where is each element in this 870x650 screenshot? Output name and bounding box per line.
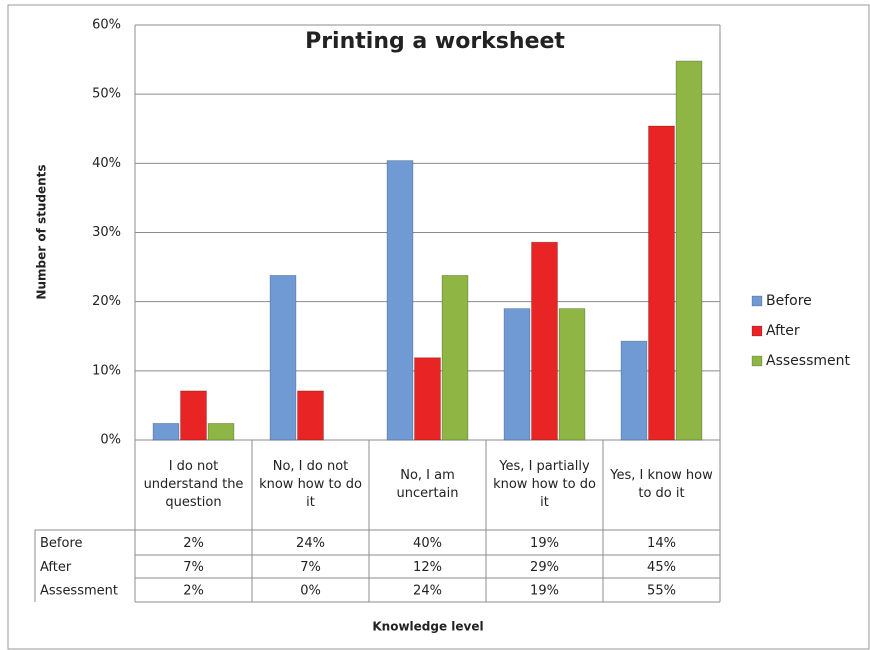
y-tick-label: 10%	[92, 363, 121, 378]
legend-swatch	[751, 355, 763, 367]
y-tick-label: 0%	[100, 433, 121, 448]
table-cell: 12%	[413, 560, 442, 575]
y-tick-label: 20%	[92, 294, 121, 309]
bar	[503, 308, 531, 441]
table-cell: 19%	[530, 536, 559, 551]
table-cell: 45%	[647, 560, 676, 575]
chart-border	[7, 4, 870, 650]
table-cell: 7%	[300, 560, 321, 575]
bar	[531, 241, 558, 441]
bar	[180, 390, 207, 441]
legend-swatch	[751, 295, 763, 307]
table-cell: 19%	[530, 584, 559, 599]
bar	[297, 390, 324, 441]
table-cell: 0%	[300, 584, 321, 599]
table-cell: 55%	[647, 584, 676, 599]
table-cell: 2%	[183, 584, 204, 599]
table-cell: 2%	[183, 536, 204, 551]
x-axis-title: Knowledge level	[372, 620, 483, 634]
y-axis-title: Number of students	[35, 164, 49, 299]
bar	[207, 422, 235, 441]
table-row-label: Before	[40, 536, 83, 551]
bar	[152, 422, 180, 441]
table-cell: 24%	[413, 584, 442, 599]
bar	[648, 125, 675, 441]
x-tick-label: Yes, I know how to do it	[610, 468, 713, 501]
x-tick-label: I do not understand the question	[143, 459, 244, 510]
x-tick-label: No, I do not know how to do it	[259, 459, 362, 510]
bar	[414, 357, 441, 441]
y-tick-label: 40%	[92, 156, 121, 171]
table-row-label: Assessment	[40, 584, 118, 599]
bar	[269, 274, 297, 441]
y-tick-label: 30%	[92, 225, 121, 240]
y-tick-label: 50%	[92, 87, 121, 102]
legend-label: Before	[766, 293, 812, 309]
x-tick-label: Yes, I partially know how to do it	[493, 459, 596, 510]
legend-swatch	[751, 325, 763, 337]
table-cell: 7%	[183, 560, 204, 575]
table-row-label: After	[40, 560, 72, 575]
bar	[675, 60, 703, 441]
bar	[386, 160, 414, 441]
legend-label: Assessment	[766, 353, 850, 369]
x-tick-label: No, I am uncertain	[396, 468, 459, 501]
table-cell: 40%	[413, 536, 442, 551]
chart-title: Printing a worksheet	[305, 29, 565, 54]
y-tick-label: 60%	[92, 18, 121, 33]
bar	[558, 308, 586, 441]
bar	[441, 274, 469, 441]
legend-label: After	[766, 323, 800, 339]
table-cell: 14%	[647, 536, 676, 551]
bar	[620, 340, 648, 441]
table-cell: 24%	[296, 536, 325, 551]
table-cell: 29%	[530, 560, 559, 575]
